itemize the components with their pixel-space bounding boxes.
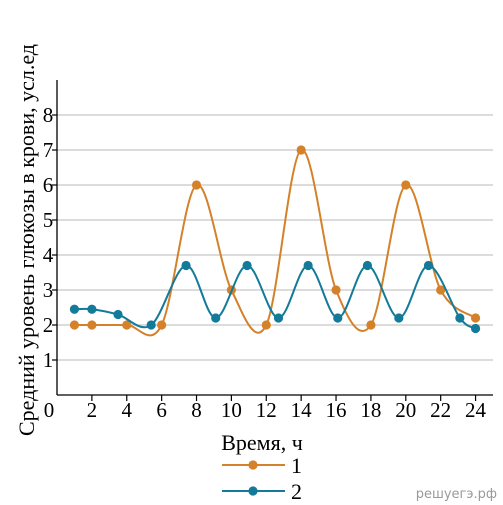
legend-label-1: 1 (291, 453, 302, 478)
data-point-series-1 (87, 320, 97, 330)
data-point-series-1 (157, 320, 167, 330)
data-point-series-2 (87, 304, 97, 314)
x-tick-label: 16 (326, 398, 347, 422)
data-point-series-2 (394, 313, 404, 323)
data-point-series-1 (296, 145, 306, 155)
y-tick-label: 7 (43, 138, 54, 162)
data-point-series-2 (333, 313, 343, 323)
x-tick-label: 10 (221, 398, 242, 422)
x-tick-label: 4 (122, 398, 133, 422)
y-tick-label: 5 (43, 208, 54, 232)
x-tick-label: 2 (87, 398, 98, 422)
x-tick-label: 8 (191, 398, 202, 422)
legend-marker-1 (248, 460, 258, 470)
x-tick-label: 12 (256, 398, 277, 422)
x-tick-label: 14 (291, 398, 313, 422)
axes (56, 80, 493, 396)
x-tick-labels: 0 2 4 6 8 10 12 14 16 18 20 22 24 (44, 395, 487, 422)
data-point-series-1 (366, 320, 376, 330)
x-tick-label: 0 (44, 398, 55, 422)
data-point-series-1 (261, 320, 271, 330)
data-point-series-2 (470, 323, 481, 334)
data-point-series-2 (303, 260, 313, 271)
grid-lines (57, 114, 493, 361)
data-point-series-1 (401, 180, 411, 190)
legend-marker-2 (248, 486, 258, 496)
watermark: решуегэ.рф (416, 487, 497, 502)
data-point-series-2 (69, 304, 80, 314)
legend-label-2: 2 (291, 479, 302, 504)
y-tick-label: 8 (43, 103, 54, 127)
data-point-series-1 (436, 285, 446, 295)
data-point-series-2 (423, 260, 434, 271)
data-point-series-1 (69, 320, 80, 330)
data-point-series-2 (113, 309, 123, 320)
y-axis-label: Средний уровень глюкозы в крови, усл.ед (14, 44, 39, 436)
x-tick-label: 20 (395, 398, 416, 422)
data-point-series-2 (242, 260, 252, 271)
legend: 12 (222, 453, 302, 504)
x-tick-label: 6 (156, 398, 167, 422)
y-tick-label: 3 (43, 278, 54, 302)
series-group (69, 145, 481, 337)
data-point-series-2 (211, 313, 221, 323)
y-tick-labels: 1 2 3 4 5 6 7 8 (43, 103, 57, 372)
y-tick-label: 4 (43, 243, 54, 267)
data-point-series-1 (331, 285, 341, 295)
x-axis-label: Время, ч (221, 430, 303, 455)
data-point-series-1 (122, 320, 132, 330)
y-tick-label: 6 (43, 173, 54, 197)
data-point-series-1 (191, 180, 202, 190)
data-point-series-1 (470, 313, 481, 323)
data-point-series-2 (362, 260, 373, 271)
x-tick-label: 18 (360, 398, 381, 422)
y-tick-label: 2 (43, 313, 54, 337)
data-point-series-2 (181, 260, 191, 271)
data-point-series-2 (273, 313, 284, 323)
data-point-series-2 (146, 320, 156, 330)
data-point-series-2 (455, 313, 465, 323)
x-tick-label: 22 (430, 398, 451, 422)
y-tick-label: 1 (43, 348, 54, 372)
series-line-1 (74, 148, 477, 337)
x-tick-label: 24 (465, 398, 487, 422)
